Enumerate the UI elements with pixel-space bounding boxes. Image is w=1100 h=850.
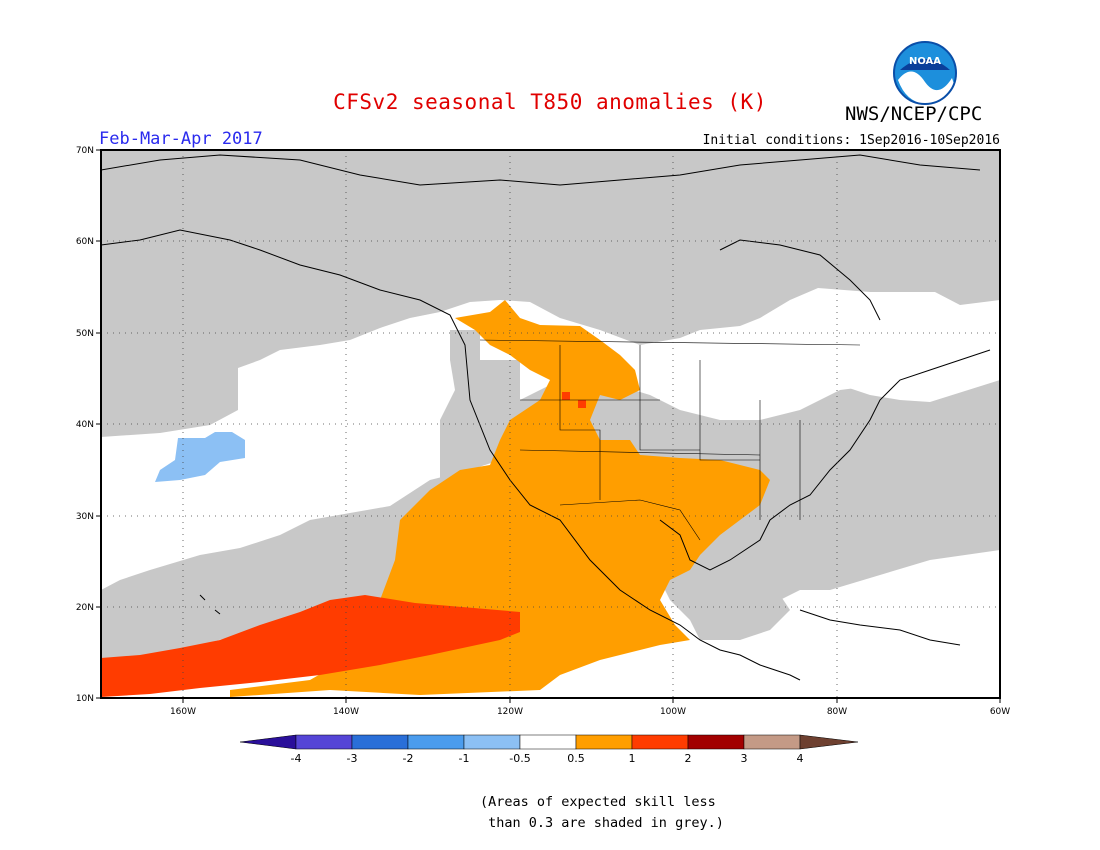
coastline-caribbean (799, 609, 961, 646)
skill-note-line: (Areas of expected skill less (480, 794, 716, 810)
skill-note-line: than 0.3 are shaded in grey.) (480, 815, 724, 831)
colorbar-tick-label: 0.5 (567, 752, 585, 765)
colorbar-tick-label: 1 (629, 752, 636, 765)
low-skill-region-pacific (101, 470, 470, 668)
lon-label: 80W (827, 707, 847, 717)
lat-label: 50N (76, 329, 94, 339)
season-label: Feb-Mar-Apr 2017 (99, 129, 263, 149)
colorbar-cell (407, 734, 465, 750)
low-skill-region-north (101, 150, 1000, 437)
lat-label: 60N (76, 237, 94, 247)
lat-label: 10N (76, 694, 94, 704)
lon-label: 100W (660, 707, 686, 717)
lon-label: 140W (333, 707, 359, 717)
coastline-hudson (719, 239, 881, 321)
colorbar-cell (295, 734, 353, 750)
colorbar-tick-label: -4 (291, 752, 302, 765)
skill-note: (Areas of expected skill less than 0.3 a… (480, 792, 724, 834)
anomaly-region-0.5-1 (230, 300, 770, 697)
colorbar-cell (575, 734, 633, 750)
lat-label: 40N (76, 420, 94, 430)
colorbar: -4 -3 -2 -1 -0.5 0.5 1 2 3 4 (239, 734, 859, 765)
lon-label: 120W (497, 707, 523, 717)
logo-text: NOAA (909, 56, 941, 67)
colorbar-tick-label: 4 (797, 752, 804, 765)
coastline-arctic (101, 154, 981, 186)
colorbar-cell (239, 734, 297, 750)
lat-label: 30N (76, 512, 94, 522)
lon-label: 160W (170, 707, 196, 717)
anomaly-region-neg (155, 432, 245, 482)
colorbar-tick-label: -0.5 (509, 752, 530, 765)
colorbar-cell (687, 734, 745, 750)
colorbar-cell (799, 734, 859, 750)
agency-label: NWS/NCEP/CPC (845, 103, 983, 125)
anomaly-region-1-2 (101, 595, 520, 697)
initial-conditions-label: Initial conditions: 1Sep2016-10Sep2016 (702, 133, 1000, 148)
colorbar-cell (631, 734, 689, 750)
map-grid (101, 150, 1000, 698)
colorbar-tick-label: -2 (403, 752, 414, 765)
colorbar-cell (463, 734, 521, 750)
colorbar-tick-label: -1 (459, 752, 470, 765)
noaa-logo: NOAA (893, 41, 957, 105)
colorbar-cell (743, 734, 801, 750)
colorbar-cell (351, 734, 409, 750)
colorbar-tick-label: 3 (741, 752, 748, 765)
coastline-north-america (101, 229, 801, 681)
lat-label: 20N (76, 603, 94, 613)
lat-label: 70N (76, 146, 94, 156)
lon-label: 60W (990, 707, 1010, 717)
coastline-gulf (659, 349, 991, 571)
colorbar-cell (519, 734, 577, 750)
chart-title: CFSv2 seasonal T850 anomalies (K) (333, 90, 767, 114)
colorbar-tick-label: -3 (347, 752, 358, 765)
colorbar-tick-label: 2 (685, 752, 692, 765)
